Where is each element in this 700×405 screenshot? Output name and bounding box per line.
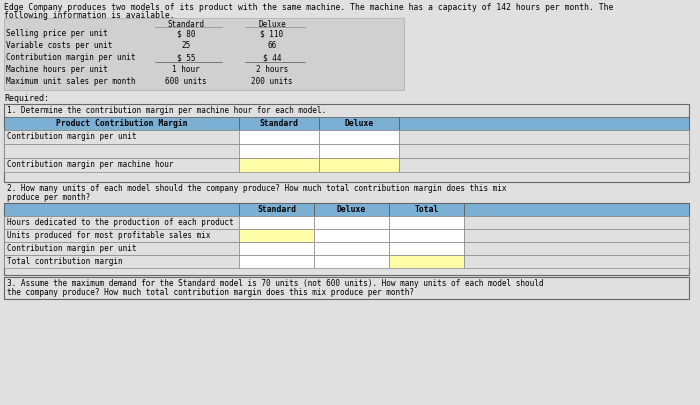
Bar [319, 117, 399, 130]
Text: $ 80: $ 80 [176, 29, 195, 38]
Text: 200 units: 200 units [251, 77, 293, 86]
Bar [314, 242, 389, 255]
Bar [4, 255, 239, 268]
Bar [4, 117, 239, 130]
Text: 600 units: 600 units [165, 77, 206, 86]
Text: 2 hours: 2 hours [256, 65, 288, 74]
Text: Hours dedicated to the production of each product: Hours dedicated to the production of eac… [7, 218, 234, 227]
Text: $ 110: $ 110 [260, 29, 284, 38]
Bar [399, 144, 689, 158]
Text: the company produce? How much total contribution margin does this mix produce pe: the company produce? How much total cont… [7, 288, 414, 297]
Text: 2. How many units of each model should the company produce? How much total contr: 2. How many units of each model should t… [7, 184, 507, 193]
Text: Total contribution margin: Total contribution margin [7, 257, 122, 266]
Text: Contribution margin per unit: Contribution margin per unit [7, 132, 136, 141]
Bar [314, 216, 389, 229]
Text: Deluxe: Deluxe [258, 20, 286, 29]
Text: 3. Assume the maximum demand for the Standard model is 70 units (not 600 units).: 3. Assume the maximum demand for the Sta… [7, 279, 543, 288]
Text: Required:: Required: [4, 94, 49, 103]
Text: 1. Determine the contribution margin per machine hour for each model.: 1. Determine the contribution margin per… [7, 106, 326, 115]
Text: Contribution margin per machine hour: Contribution margin per machine hour [7, 160, 174, 169]
Bar [4, 130, 239, 144]
Text: 25: 25 [181, 41, 190, 50]
Bar [464, 255, 689, 268]
Text: Machine hours per unit: Machine hours per unit [6, 65, 108, 74]
Text: Standard: Standard [257, 205, 296, 214]
Bar [239, 242, 314, 255]
Bar [4, 242, 239, 255]
Text: Units produced for most profitable sales mix: Units produced for most profitable sales… [7, 231, 211, 240]
Bar [4, 144, 239, 158]
Bar [464, 216, 689, 229]
Bar [389, 242, 464, 255]
Bar [319, 158, 399, 172]
Bar [4, 216, 239, 229]
Bar [399, 130, 689, 144]
Bar [4, 104, 689, 182]
Bar [314, 255, 389, 268]
Bar [239, 130, 319, 144]
Bar [319, 130, 399, 144]
Bar [4, 203, 689, 275]
Bar [4, 277, 689, 299]
Bar [239, 144, 319, 158]
Bar [389, 203, 464, 216]
Text: produce per month?: produce per month? [7, 193, 90, 202]
Text: Contribution margin per unit: Contribution margin per unit [6, 53, 136, 62]
Bar [4, 158, 239, 172]
Bar [319, 144, 399, 158]
Text: following information is available.: following information is available. [4, 11, 174, 20]
Text: Variable costs per unit: Variable costs per unit [6, 41, 113, 50]
Bar [239, 158, 319, 172]
Text: Product Contribution Margin: Product Contribution Margin [56, 119, 188, 128]
Text: Deluxe: Deluxe [344, 119, 374, 128]
Bar [239, 229, 314, 242]
Bar [389, 255, 464, 268]
Bar [314, 229, 389, 242]
Text: Deluxe: Deluxe [337, 205, 366, 214]
Bar [4, 203, 239, 216]
Text: $ 55: $ 55 [176, 53, 195, 62]
Bar [239, 117, 319, 130]
Bar [399, 158, 689, 172]
Bar [464, 242, 689, 255]
Bar [389, 216, 464, 229]
Bar [239, 255, 314, 268]
Text: $ 44: $ 44 [262, 53, 281, 62]
Text: Edge Company produces two models of its product with the same machine. The machi: Edge Company produces two models of its … [4, 3, 613, 12]
Text: 1 hour: 1 hour [172, 65, 200, 74]
Bar [314, 203, 389, 216]
Bar [399, 117, 689, 130]
Bar [239, 216, 314, 229]
Text: 66: 66 [267, 41, 276, 50]
Text: Total: Total [414, 205, 439, 214]
Bar [4, 18, 404, 90]
Text: Standard: Standard [167, 20, 204, 29]
Text: Maximum unit sales per month: Maximum unit sales per month [6, 77, 136, 86]
Bar [4, 229, 239, 242]
Bar [464, 229, 689, 242]
Bar [464, 203, 689, 216]
Text: Contribution margin per unit: Contribution margin per unit [7, 244, 136, 253]
Text: Selling price per unit: Selling price per unit [6, 29, 108, 38]
Bar [389, 229, 464, 242]
Bar [239, 203, 314, 216]
Text: Standard: Standard [260, 119, 298, 128]
